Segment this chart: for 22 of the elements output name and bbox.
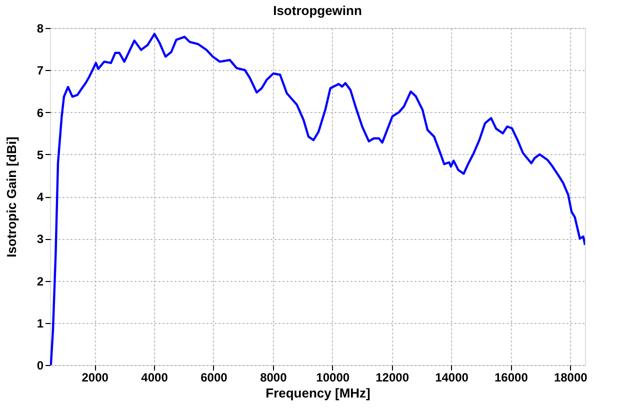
y-tick-label: 1	[36, 316, 44, 330]
line-series	[50, 32, 585, 365]
y-tick-label: 5	[36, 148, 44, 162]
x-tick-label: 12000	[376, 370, 410, 384]
x-tick-label: 18000	[554, 370, 588, 384]
y-tick-label: 0	[36, 358, 44, 372]
x-tick-label: 10000	[316, 370, 350, 384]
x-tick-label: 6000	[200, 370, 228, 384]
x-tick-label: 8000	[260, 370, 288, 384]
y-tick-label: 2	[36, 274, 44, 288]
x-tick-label: 16000	[494, 370, 528, 384]
y-tick-label: 7	[36, 64, 44, 78]
x-tick-label: 14000	[435, 370, 469, 384]
chart-title: Isotropgewinn	[273, 3, 362, 18]
x-axis-title: Frequency [MHz]	[266, 386, 370, 400]
x-tick-label: 4000	[141, 370, 168, 384]
y-tick-label: 3	[36, 232, 44, 246]
y-tick-label: 4	[36, 190, 44, 204]
y-axis-title: Isotropic Gain [dBi]	[4, 136, 19, 258]
y-tick-label: 8	[36, 22, 44, 36]
y-tick-label: 6	[36, 106, 44, 120]
x-tick-label: 2000	[82, 370, 109, 384]
